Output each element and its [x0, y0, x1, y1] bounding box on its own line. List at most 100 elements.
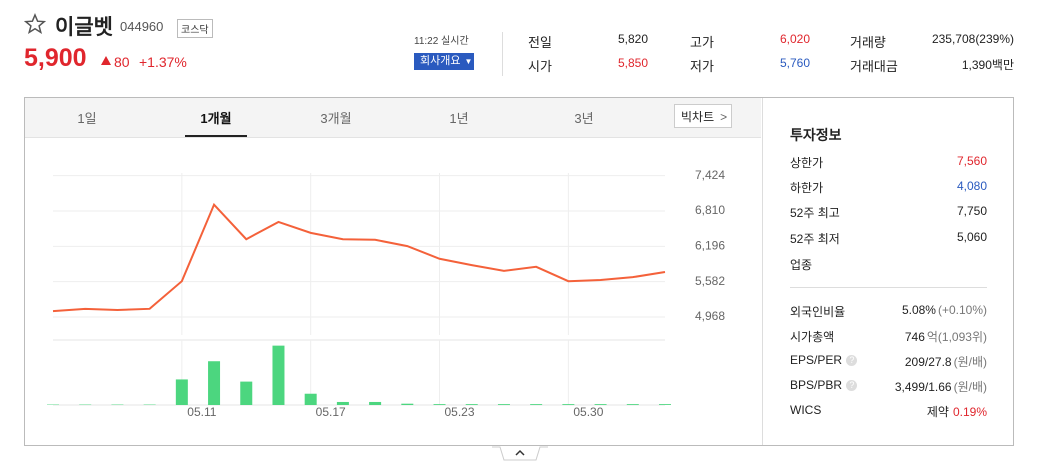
invest-title: 투자정보	[790, 127, 842, 143]
favorite-star[interactable]	[24, 13, 46, 35]
volume-bar	[369, 401, 382, 405]
x-tick-label: 05.30	[573, 405, 603, 419]
quote-value: 235,708(239%)	[931, 32, 1014, 46]
quote-value: 5,760	[779, 56, 810, 70]
info-label: EPS/PER	[790, 353, 843, 367]
y-tick-label: 6,810	[695, 203, 725, 217]
info-unit: 억(1,093위)	[926, 330, 987, 344]
info-value-group: 제약 0.19%	[927, 403, 987, 420]
info-value: 7,560	[956, 154, 987, 168]
x-tick-label: 05.23	[445, 405, 475, 419]
y-tick-label: 4,968	[695, 309, 725, 323]
volume-bar	[659, 404, 671, 405]
tab[interactable]: 1년	[449, 111, 469, 126]
info-value: 제약	[926, 405, 949, 419]
tab-bar	[25, 98, 761, 138]
info-value-group: 209/27.8 (원/배)	[905, 353, 987, 370]
volume-bar	[465, 404, 478, 405]
volume-bar	[272, 345, 285, 405]
info-label: 52주 최고	[790, 206, 840, 220]
info-label: WICS	[790, 403, 822, 417]
stock-name: 이글벳	[55, 16, 113, 39]
help-icon[interactable]: ?	[846, 380, 858, 391]
quote-label: 전일	[528, 35, 552, 50]
market-badge: 코스닥	[177, 19, 213, 38]
volume-bar	[497, 404, 510, 405]
divider	[762, 98, 763, 445]
company-button[interactable]: 회사개요 ▼	[414, 53, 474, 70]
price-line	[52, 202, 666, 313]
quote-value: 6,020	[779, 32, 810, 46]
big-chart-label: 빅차트	[681, 110, 715, 124]
change-rate: +1.37%	[139, 54, 187, 70]
quote-value: 1,390백만	[961, 58, 1014, 72]
volume-bar	[401, 403, 414, 405]
up-arrow	[101, 56, 111, 65]
info-value: 746	[904, 330, 925, 344]
tab[interactable]: 3개월	[320, 111, 352, 126]
stock-code: 044960	[120, 19, 164, 34]
y-tick-label: 7,424	[695, 168, 725, 182]
collapse-handle[interactable]	[492, 446, 548, 466]
quote-label: 거래대금	[850, 59, 898, 74]
info-unit: (원/배)	[953, 355, 987, 369]
info-value-group: 5.08% (+0.10%)	[902, 303, 987, 317]
volume-bar	[240, 381, 253, 405]
info-value-group: 7,750	[957, 204, 987, 218]
tab[interactable]: 1개월	[200, 111, 232, 126]
big-chart-button[interactable]: 빅차트 >	[674, 104, 732, 128]
info-label: 하한가	[790, 181, 824, 195]
info-value: 3,499/1.66	[894, 380, 952, 394]
info-value-group: 746 억(1,093위)	[905, 328, 987, 345]
info-label: 상한가	[790, 156, 824, 170]
divider	[502, 32, 503, 76]
info-value: 4,080	[956, 179, 987, 193]
volume-bar	[175, 379, 188, 405]
x-tick-label: 05.11	[187, 405, 216, 419]
info-value: 7,750	[956, 204, 987, 218]
quote-label: 고가	[690, 35, 714, 50]
volume-bar	[304, 393, 317, 405]
tab-underline	[185, 135, 247, 137]
help-icon[interactable]: ?	[846, 355, 858, 366]
volume-bar	[562, 404, 575, 405]
quote-label: 저가	[690, 59, 714, 74]
volume-bar	[208, 361, 221, 405]
volume-bar	[433, 404, 446, 405]
info-value: 5,060	[956, 230, 987, 244]
company-button-label: 회사개요	[420, 55, 461, 67]
x-tick-label: 05.17	[316, 405, 346, 419]
info-value-group: 3,499/1.66 (원/배)	[895, 378, 987, 395]
tab[interactable]: 1일	[77, 111, 97, 126]
info-value: 209/27.8	[904, 355, 952, 369]
volume-bar	[594, 404, 607, 405]
chart-panel	[24, 97, 1014, 446]
info-label: BPS/PBR	[790, 378, 843, 392]
quote-label: 시가	[528, 59, 552, 74]
quote-value: 5,820	[617, 32, 648, 46]
quote-value: 5,850	[617, 56, 648, 70]
info-label: 52주 최저	[790, 232, 840, 246]
volume-bar	[626, 404, 639, 405]
info-value: 5.08%	[901, 303, 936, 317]
info-label: 업종	[790, 258, 813, 272]
quote-label: 거래량	[850, 35, 886, 50]
y-tick-label: 6,196	[695, 239, 725, 253]
info-label: 외국인비율	[790, 305, 846, 319]
tab[interactable]: 3년	[574, 111, 594, 126]
info-value-group: 5,060	[957, 230, 987, 244]
info-label: 시가총액	[790, 330, 835, 344]
info-extra: 0.19%	[952, 405, 987, 419]
divider	[790, 287, 987, 288]
price: 5,900	[24, 44, 87, 72]
info-value-group: 7,560	[957, 154, 987, 168]
update-time: 11:22 실시간	[414, 36, 469, 47]
y-tick-label: 5,582	[695, 274, 725, 288]
info-unit: (+0.10%)	[937, 303, 987, 317]
volume-bar	[336, 401, 349, 405]
info-unit: (원/배)	[953, 380, 987, 394]
info-value-group: 4,080	[957, 179, 987, 193]
volume-bar	[530, 404, 543, 405]
